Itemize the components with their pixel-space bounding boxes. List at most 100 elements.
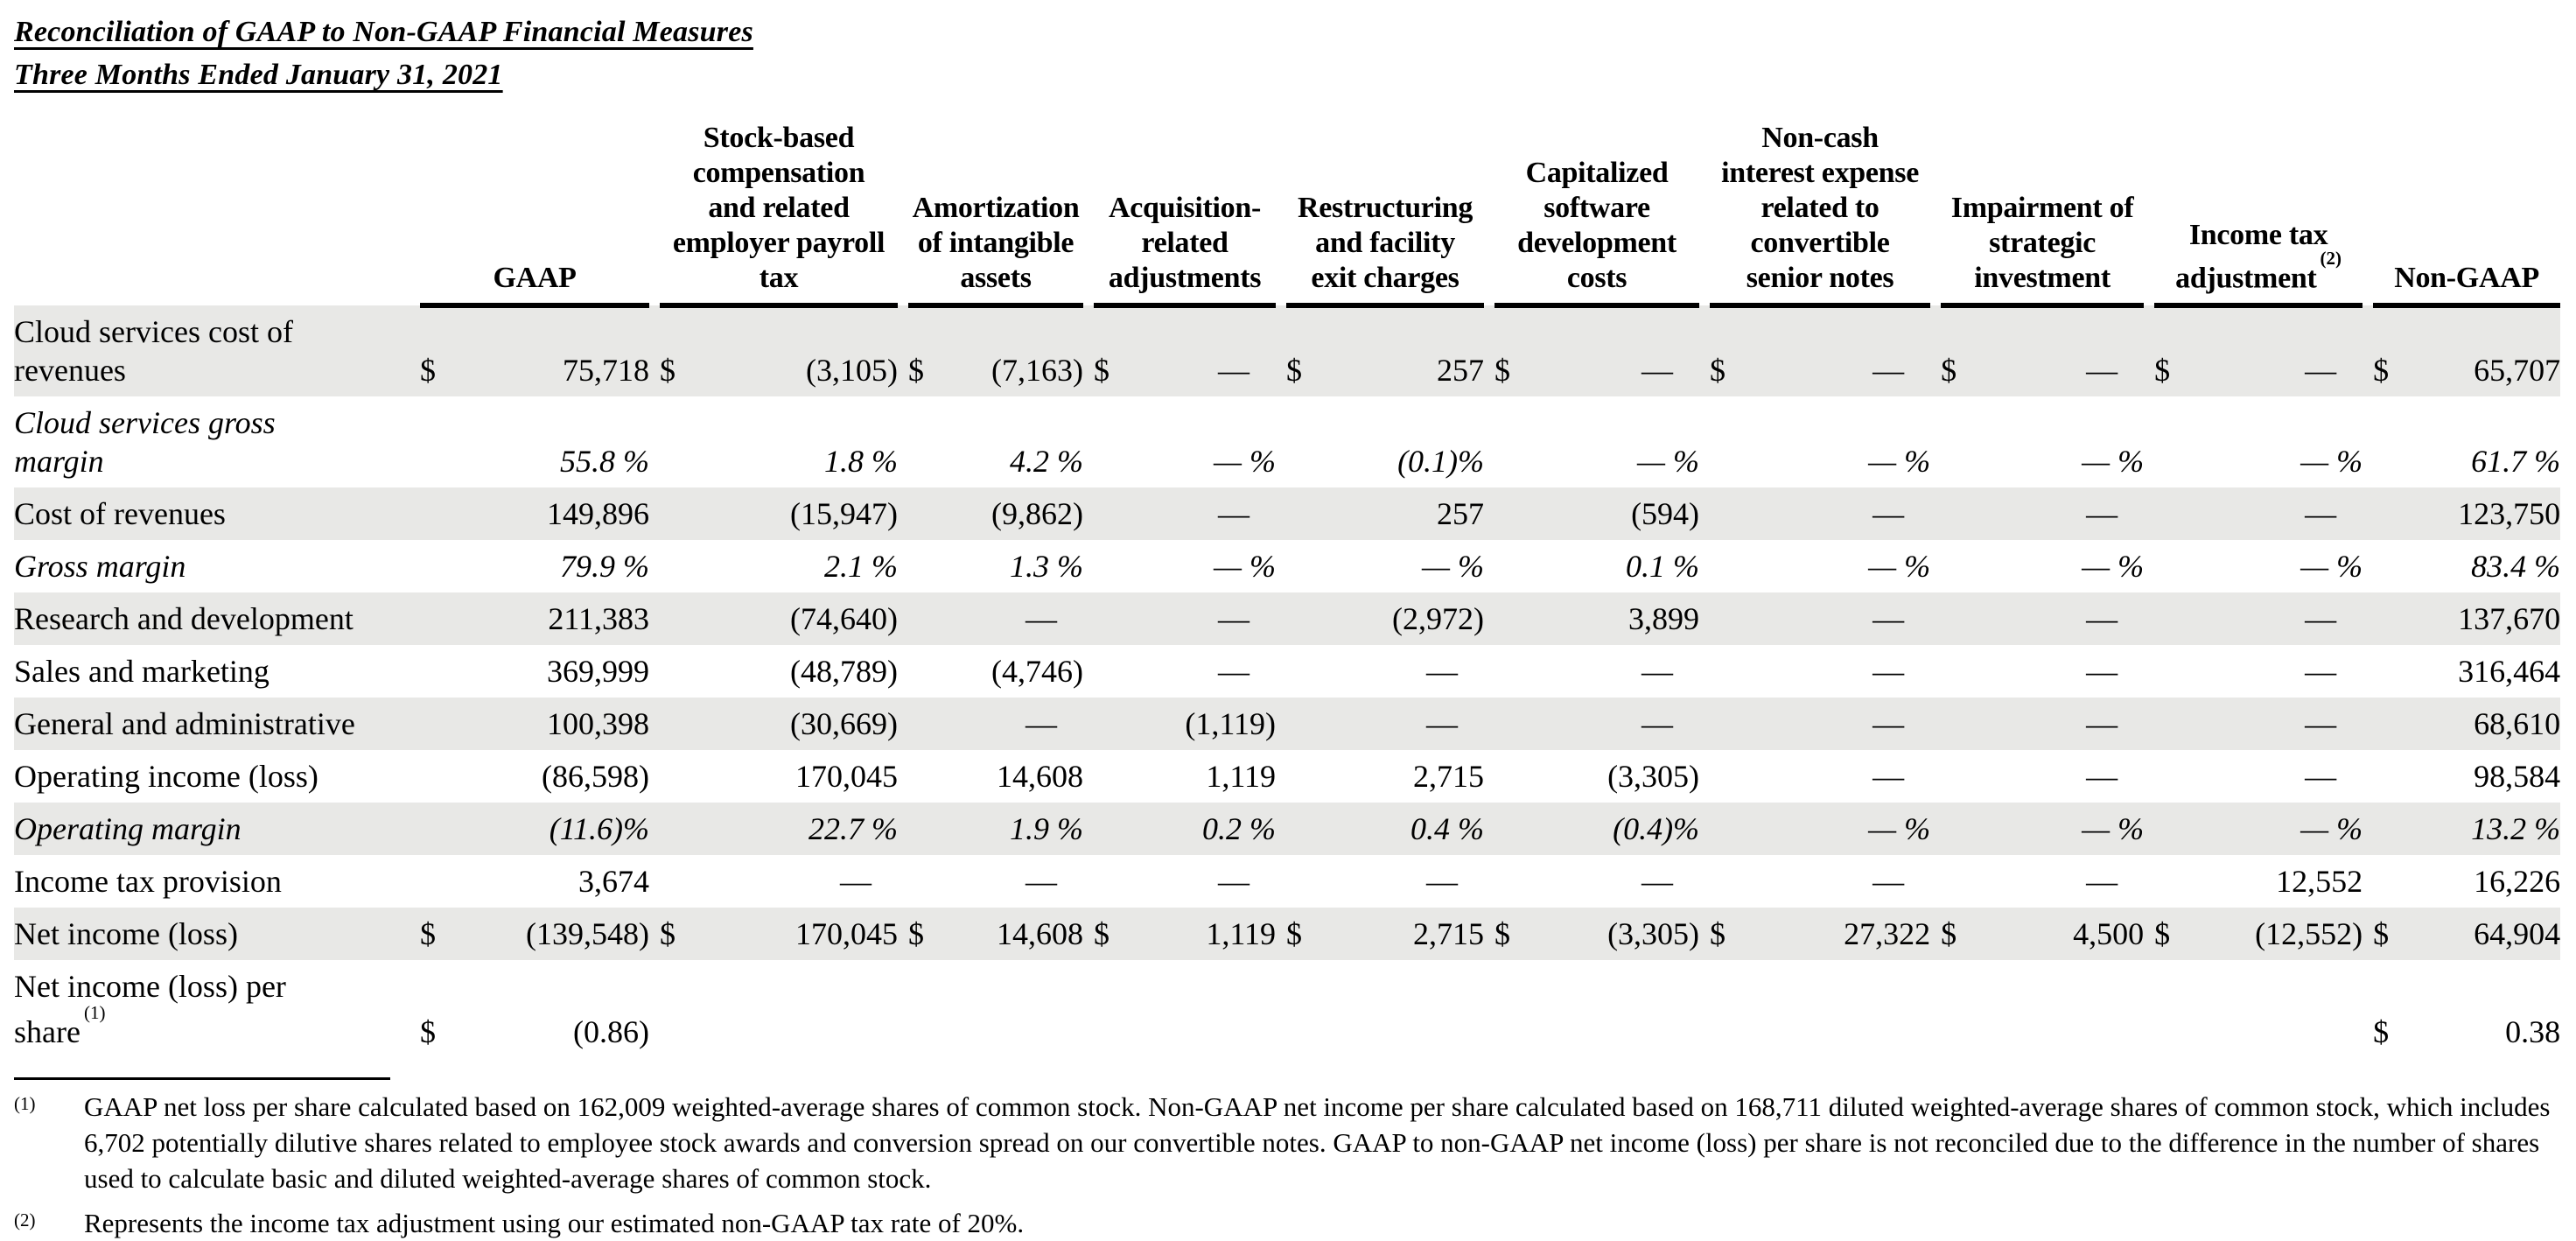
column-gap: [1484, 645, 1494, 698]
cell-value: 0.38: [2505, 1014, 2561, 1049]
cell-value: 0.1 %: [1626, 549, 1700, 584]
column-gap: [649, 592, 660, 645]
dollar-sign: [660, 855, 698, 908]
cell-value: [698, 960, 898, 1058]
column-gap: [1083, 540, 1094, 592]
dollar-sign: [1941, 960, 1976, 1058]
column-gap: [410, 698, 420, 750]
row-label: Gross margin: [14, 549, 186, 584]
cell-value: —: [1129, 592, 1277, 645]
column-gap: [898, 645, 908, 698]
column-gap: [898, 960, 908, 1058]
dollar-sign: [1710, 487, 1746, 540]
cell-value: (7,163): [947, 305, 1084, 396]
column-header: GAAP: [420, 121, 649, 308]
column-gap: [1276, 487, 1287, 540]
column-header: Capitalized software development costs: [1494, 121, 1700, 308]
column-header-label: Income tax adjustment(2): [2175, 218, 2342, 294]
cell-value: —: [1976, 487, 2145, 540]
cell-value: 1.9 %: [947, 803, 1084, 855]
cell-value: 1,119: [1206, 759, 1277, 794]
cell-value: —: [2189, 305, 2363, 396]
dollar-sign: [2373, 396, 2408, 487]
column-gap: [1276, 540, 1286, 592]
dollar-sign: [1710, 540, 1745, 592]
cell-value: 170,045: [795, 759, 899, 794]
row-label-header-empty: [14, 121, 410, 305]
column-gap: [1484, 592, 1495, 645]
row-label: Net income (loss) per share(1): [14, 969, 286, 1049]
column-gap: [898, 121, 908, 305]
column-gap: [2144, 592, 2155, 645]
dollar-sign: [908, 698, 948, 750]
column-gap: [1930, 960, 1941, 1058]
cell-value: 65,707: [2408, 305, 2561, 396]
column-gap: [1083, 396, 1094, 487]
column-header-label: GAAP: [493, 262, 577, 294]
cell-value: 3,674: [578, 864, 649, 899]
dollar-sign: [420, 645, 458, 698]
cell-value: —: [2086, 654, 2118, 689]
dollar-sign: [1094, 803, 1130, 855]
column-gap: [1484, 908, 1495, 960]
column-gap: [1699, 960, 1710, 1058]
column-gap: [1276, 396, 1286, 487]
cell-value: [2189, 960, 2362, 1058]
column-gap: [898, 305, 909, 396]
column-gap: [898, 487, 909, 540]
column-gap: [1930, 487, 1942, 540]
cell-value: 61.7 %: [2471, 444, 2561, 479]
footnote-2-text: Represents the income tax adjustment usi…: [84, 1208, 1025, 1238]
cell-value: —: [2189, 487, 2363, 540]
cell-value: 83.4 %: [2471, 549, 2561, 584]
column-gap: [410, 305, 420, 396]
dollar-sign: [660, 487, 698, 540]
dollar-sign: [1094, 855, 1129, 908]
cell-value: 3,899: [1530, 592, 1700, 645]
column-gap: [1930, 592, 1942, 645]
column-gap: [1484, 487, 1495, 540]
column-gap: [1276, 803, 1287, 855]
cell-value: (0.4)%: [1530, 803, 1700, 855]
dollar-sign: [420, 750, 458, 803]
column-gap: [1276, 750, 1286, 803]
column-header-label: Restructuring and facility exit charges: [1297, 192, 1474, 294]
dollar-sign: [1710, 803, 1746, 855]
cell-value: —: [1426, 654, 1459, 689]
row-label: Cost of revenues: [14, 487, 410, 540]
column-gap: [1699, 305, 1711, 396]
cell-value: —: [840, 864, 872, 899]
column-gap: [1083, 645, 1094, 698]
column-gap: [1276, 121, 1286, 305]
dollar-sign: [420, 855, 458, 908]
cell-value: (86,598): [542, 759, 649, 794]
cell-value: 14,608: [997, 759, 1084, 794]
dollar-sign: [1710, 592, 1746, 645]
cell-value: —: [1745, 592, 1931, 645]
column-gap: [410, 855, 420, 908]
table-row: Gross margin 79.9 % 2.1 % 1.3 % — % — % 0.1 % —…: [14, 540, 2560, 592]
dollar-sign: [2154, 592, 2190, 645]
table-row: Net income (loss) $ (139,548) $170,045 $14,6…: [14, 908, 2561, 960]
column-gap: [649, 803, 660, 855]
cell-value: (3,305): [1607, 759, 1700, 794]
dollar-sign: [1094, 540, 1129, 592]
dollar-sign: [2154, 698, 2190, 750]
dollar-sign: [1941, 487, 1977, 540]
cell-value: 27,322: [1745, 908, 1931, 960]
dollar-sign: $: [2373, 305, 2409, 396]
dollar-sign: [660, 396, 698, 487]
column-gap: [1699, 592, 1711, 645]
cell-value: 0.4 %: [1321, 803, 1485, 855]
dollar-sign: [1094, 487, 1130, 540]
cell-value: 12,552: [2276, 864, 2363, 899]
dollar-sign: [1941, 803, 1977, 855]
column-gap: [898, 855, 908, 908]
column-header: Non-cash interest expense related to con…: [1710, 121, 1931, 308]
dollar-sign: [2154, 855, 2189, 908]
cell-value: [1530, 960, 1699, 1058]
dollar-sign: $: [660, 908, 698, 960]
cell-value: —: [1745, 487, 1931, 540]
dollar-sign: [1286, 960, 1321, 1058]
dollar-sign: [1710, 960, 1745, 1058]
